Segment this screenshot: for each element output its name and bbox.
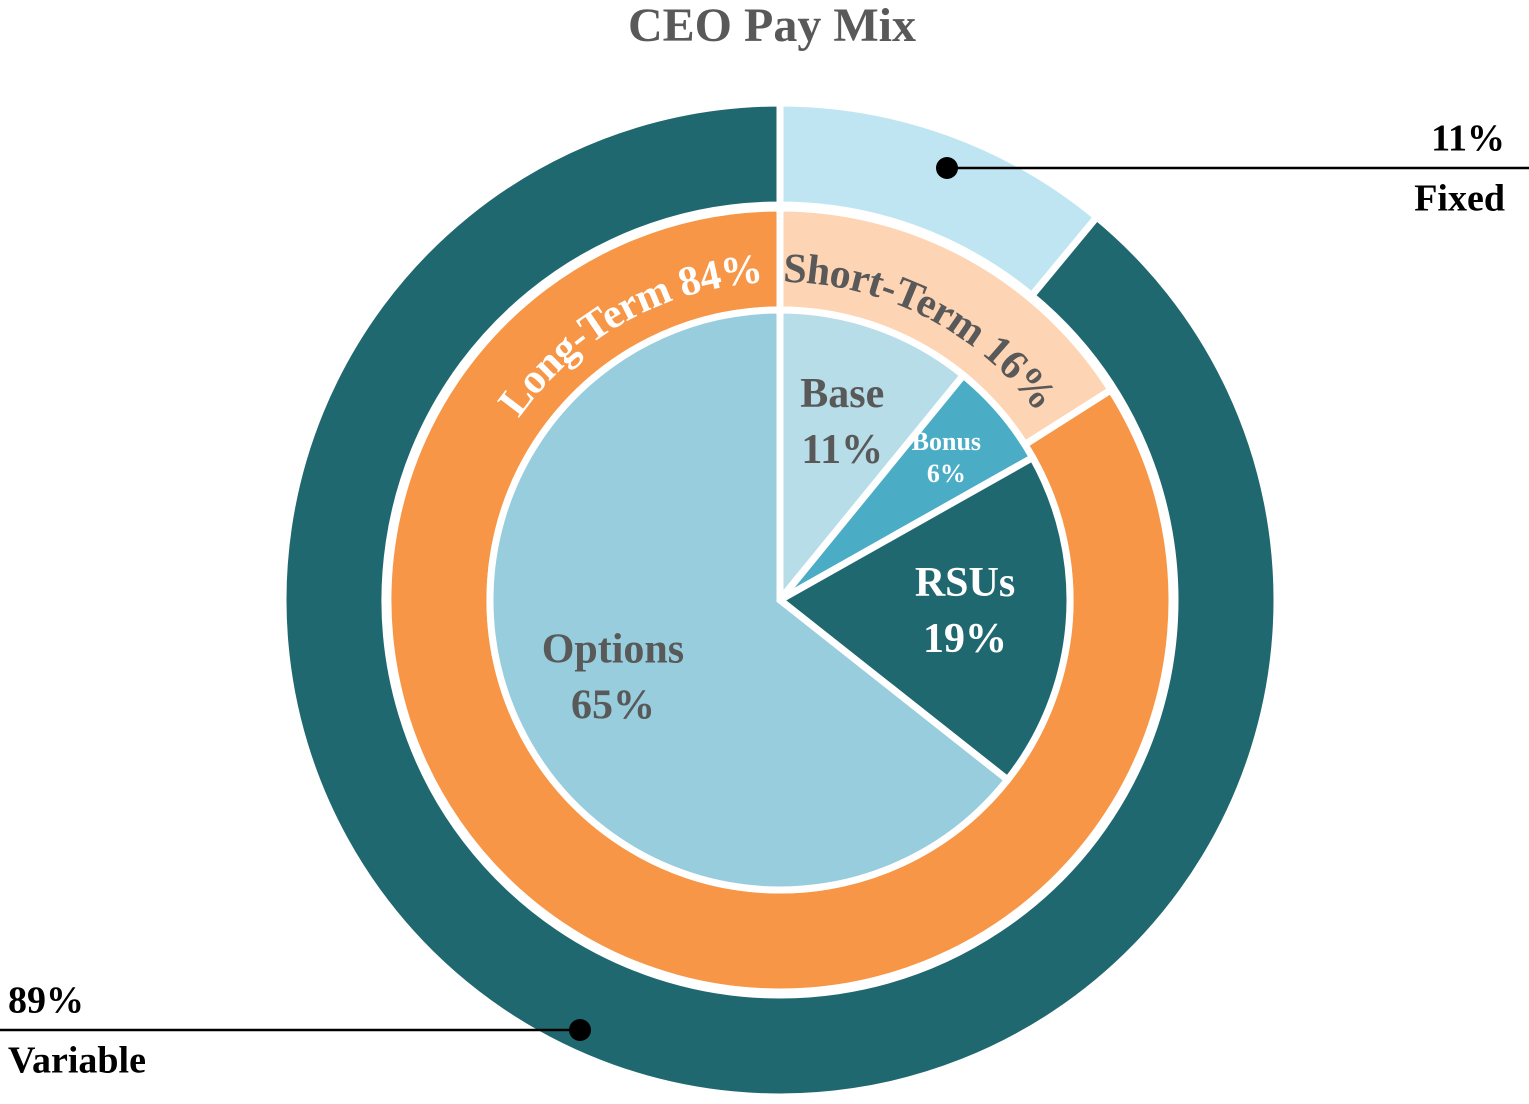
callout-label: Fixed [1414,178,1505,220]
callout-dot [936,157,958,179]
slice-label: Options [542,627,684,673]
callout-dot [569,1019,591,1041]
slice-value: 19% [923,616,1007,662]
slice [776,306,969,610]
slice-label: Bonus [912,427,981,456]
slice-value: 65% [571,683,655,729]
slice [773,452,1074,785]
callout-value: 89% [8,980,84,1022]
callout-value: 11% [1431,118,1505,160]
slice [486,306,1013,894]
callout-label: Variable [8,1040,146,1082]
slice-label: RSUs [915,560,1015,606]
slice-label: Base [800,371,884,417]
slice-value: 11% [801,427,883,473]
slice-value: 6% [927,459,966,488]
chart-title: CEO Pay Mix [628,0,916,52]
